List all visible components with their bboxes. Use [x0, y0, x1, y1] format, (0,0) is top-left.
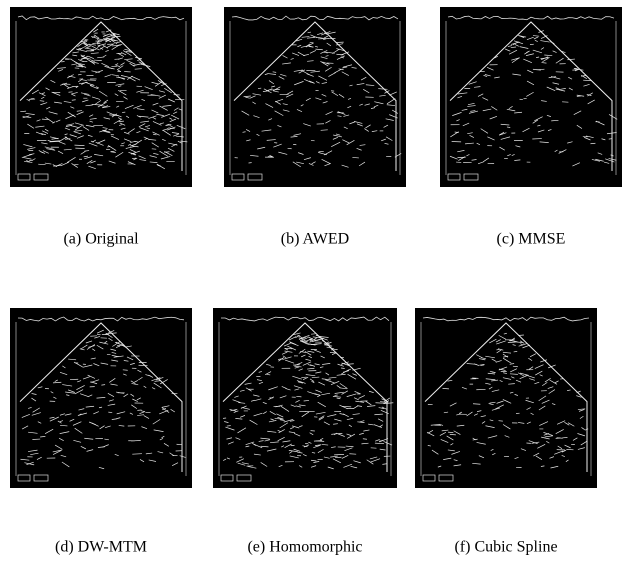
image-panel: (a) Original — [10, 7, 192, 248]
panel-background — [10, 7, 192, 187]
panel-background — [213, 308, 397, 488]
caption: (d) DW-MTM — [55, 539, 147, 556]
caption: (a) Original — [63, 231, 139, 248]
image-panel: (e) Homomorphic — [213, 308, 397, 556]
image-panel: (c) MMSE — [440, 7, 622, 248]
panel-background — [415, 308, 597, 488]
edge-stroke — [347, 364, 354, 365]
image-panel: (b) AWED — [224, 7, 406, 248]
edge-stroke — [450, 434, 456, 435]
caption: (c) MMSE — [497, 231, 566, 248]
image-panel: (f) Cubic Spline — [415, 308, 597, 556]
caption: (e) Homomorphic — [247, 539, 362, 556]
panel-background — [224, 7, 406, 187]
caption: (f) Cubic Spline — [454, 539, 557, 556]
image-panel: (d) DW-MTM — [10, 308, 192, 556]
caption: (b) AWED — [281, 231, 349, 248]
figure: (a) Original (b) AWED (c) MMSE (d) DW-MTM (e… — [0, 0, 639, 563]
